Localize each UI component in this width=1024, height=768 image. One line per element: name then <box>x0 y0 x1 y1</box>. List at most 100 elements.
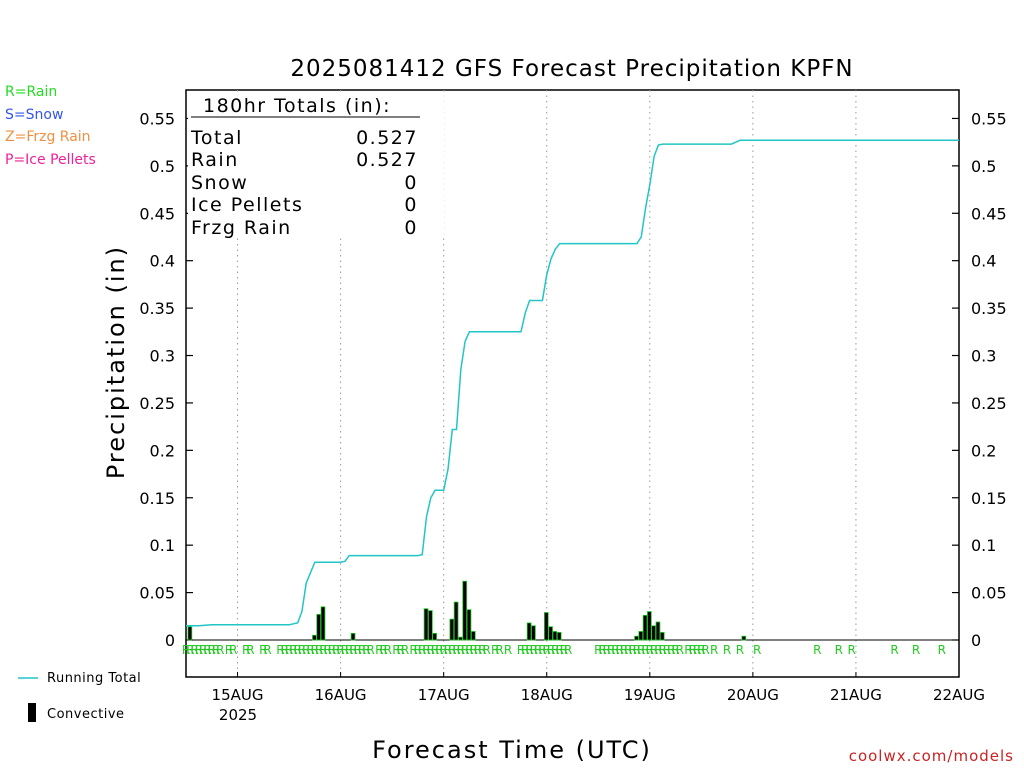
rain-marker: R <box>444 643 452 657</box>
rain-marker: R <box>938 643 946 657</box>
rain-marker: R <box>616 643 624 657</box>
rain-marker: R <box>302 643 310 657</box>
rain-marker: R <box>439 643 447 657</box>
convective-bar <box>187 626 193 641</box>
x-tick-label: 15AUG <box>212 686 264 704</box>
y-tick-label-left: 0.35 <box>139 299 175 318</box>
rain-marker: R <box>676 643 684 657</box>
y-tick-label-left: 0.05 <box>139 584 175 603</box>
rain-marker: R <box>319 643 327 657</box>
rain-marker: R <box>611 643 619 657</box>
x-year-label: 2025 <box>219 706 257 724</box>
y-tick-label-left: 0.3 <box>150 347 175 366</box>
convective-bar <box>526 622 532 641</box>
rain-marker: R <box>753 643 761 657</box>
rain-marker: R <box>349 643 357 657</box>
convective-bar <box>458 636 463 641</box>
rain-marker: R <box>418 643 426 657</box>
rain-marker: R <box>689 643 697 657</box>
convective-bar <box>543 612 549 641</box>
convective-bar <box>638 631 644 641</box>
x-tick-label: 21AUG <box>830 686 882 704</box>
x-axis-label: Forecast Time (UTC) <box>372 736 652 764</box>
rain-marker: R <box>474 643 482 657</box>
rain-marker: R <box>328 643 336 657</box>
rain-marker: R <box>667 643 675 657</box>
y-ticks: 0 00.05 0.050.1 0.10.15 0.150.2 0.20.25 0.250.… <box>139 109 1006 650</box>
rain-marker: R <box>203 643 211 657</box>
convective-bar <box>312 634 317 641</box>
rain-marker: R <box>427 643 435 657</box>
legend-convective-swatch <box>28 703 36 722</box>
rain-marker: R <box>671 643 679 657</box>
rain-marker: R <box>646 643 654 657</box>
convective-bars <box>186 580 959 641</box>
rain-marker: R <box>598 643 606 657</box>
rain-marker: R <box>697 643 705 657</box>
credit-text: coolwx.com/models <box>849 747 1014 765</box>
y-tick-label-left: 0.15 <box>139 489 175 508</box>
convective-bar <box>449 618 455 641</box>
rain-marker: R <box>345 643 353 657</box>
y-tick-label-left: 0.25 <box>139 394 175 413</box>
y-tick-label-right: 0 <box>971 631 981 650</box>
y-tick-label-left: 0.45 <box>139 204 175 223</box>
convective-bar <box>453 601 459 641</box>
rain-marker: R <box>461 643 469 657</box>
rain-marker: R <box>324 643 332 657</box>
running-total-layer <box>186 139 959 627</box>
rain-marker: R <box>555 643 563 657</box>
y-tick-label-left: 0 <box>165 631 175 650</box>
convective-bar <box>659 632 665 641</box>
rain-marker: R <box>701 643 709 657</box>
rain-marker: R <box>452 643 460 657</box>
rain-marker: R <box>375 643 383 657</box>
rain-marker: R <box>478 643 486 657</box>
y-tick-label-right: 0.2 <box>971 441 996 460</box>
rain-marker: R <box>650 643 658 657</box>
rain-marker: R <box>684 643 692 657</box>
rain-marker: R <box>637 643 645 657</box>
rain-marker: R <box>603 643 611 657</box>
convective-bar <box>428 610 433 641</box>
rain-marker: R <box>551 643 559 657</box>
x-tick-label: 16AUG <box>315 686 367 704</box>
rain-marker: R <box>659 643 667 657</box>
rain-marker: R <box>431 643 439 657</box>
totals-label-total: Total <box>190 127 243 149</box>
rain-marker: R <box>525 643 533 657</box>
totals-label-snow: Snow <box>191 172 248 194</box>
rain-marker: R <box>710 643 718 657</box>
convective-bar <box>556 632 562 641</box>
totals-header: 180hr Totals (in): <box>203 95 391 117</box>
rain-marker: R <box>457 643 465 657</box>
rain-marker: R <box>379 643 387 657</box>
rain-marker: R <box>246 643 254 657</box>
y-tick-label-right: 0.45 <box>971 204 1007 223</box>
ptype-ice-pellets-label: P=Ice Pellets <box>5 152 96 168</box>
series-legend: Running Total Convective <box>18 671 141 722</box>
rain-marker: R <box>847 643 855 657</box>
ptype-rain-label: R=Rain <box>5 84 57 100</box>
y-tick-label-right: 0.15 <box>971 489 1007 508</box>
y-tick-label-right: 0.3 <box>971 347 996 366</box>
rain-marker: R <box>293 643 301 657</box>
rain-marker: R <box>470 643 478 657</box>
rain-marker: R <box>311 643 319 657</box>
rain-marker: R <box>491 643 499 657</box>
y-tick-label-left: 0.55 <box>139 109 175 128</box>
rain-marker: R <box>242 643 250 657</box>
x-tick-label: 22AUG <box>933 686 985 704</box>
x-tick-label: 20AUG <box>727 686 779 704</box>
rain-marker: R <box>263 643 271 657</box>
totals-label-ice-pellets: Ice Pellets <box>191 194 303 216</box>
rain-marker: R <box>397 643 405 657</box>
convective-bar <box>320 606 326 641</box>
running-total-line <box>186 139 959 627</box>
rain-marker: R <box>495 643 503 657</box>
rain-marker: R <box>723 643 731 657</box>
rain-marker: R <box>212 643 220 657</box>
rain-marker: R <box>216 643 224 657</box>
x-tick-label: 18AUG <box>521 686 573 704</box>
